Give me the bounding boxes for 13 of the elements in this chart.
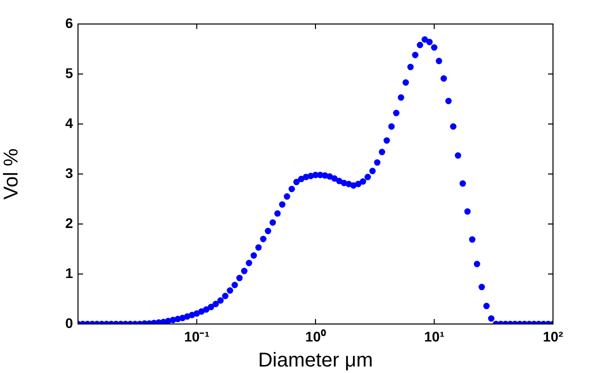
y-tick-label: 4 xyxy=(65,114,74,131)
y-axis-title: Vol % xyxy=(0,148,23,200)
x-tick-label: 10⁻¹ xyxy=(184,328,210,344)
y-tick-label: 6 xyxy=(65,14,74,31)
x-tick-label: 10¹ xyxy=(424,328,445,344)
x-tick-label: 10² xyxy=(542,328,564,344)
x-axis-title: Diameter μm xyxy=(258,350,373,372)
y-tick-label: 5 xyxy=(65,64,74,81)
x-tick-label: 10⁰ xyxy=(305,328,326,344)
y-tick-label: 1 xyxy=(65,264,74,281)
y-tick-label: 3 xyxy=(65,164,74,181)
y-tick-label: 2 xyxy=(65,214,74,231)
y-tick-label: 0 xyxy=(65,314,74,331)
